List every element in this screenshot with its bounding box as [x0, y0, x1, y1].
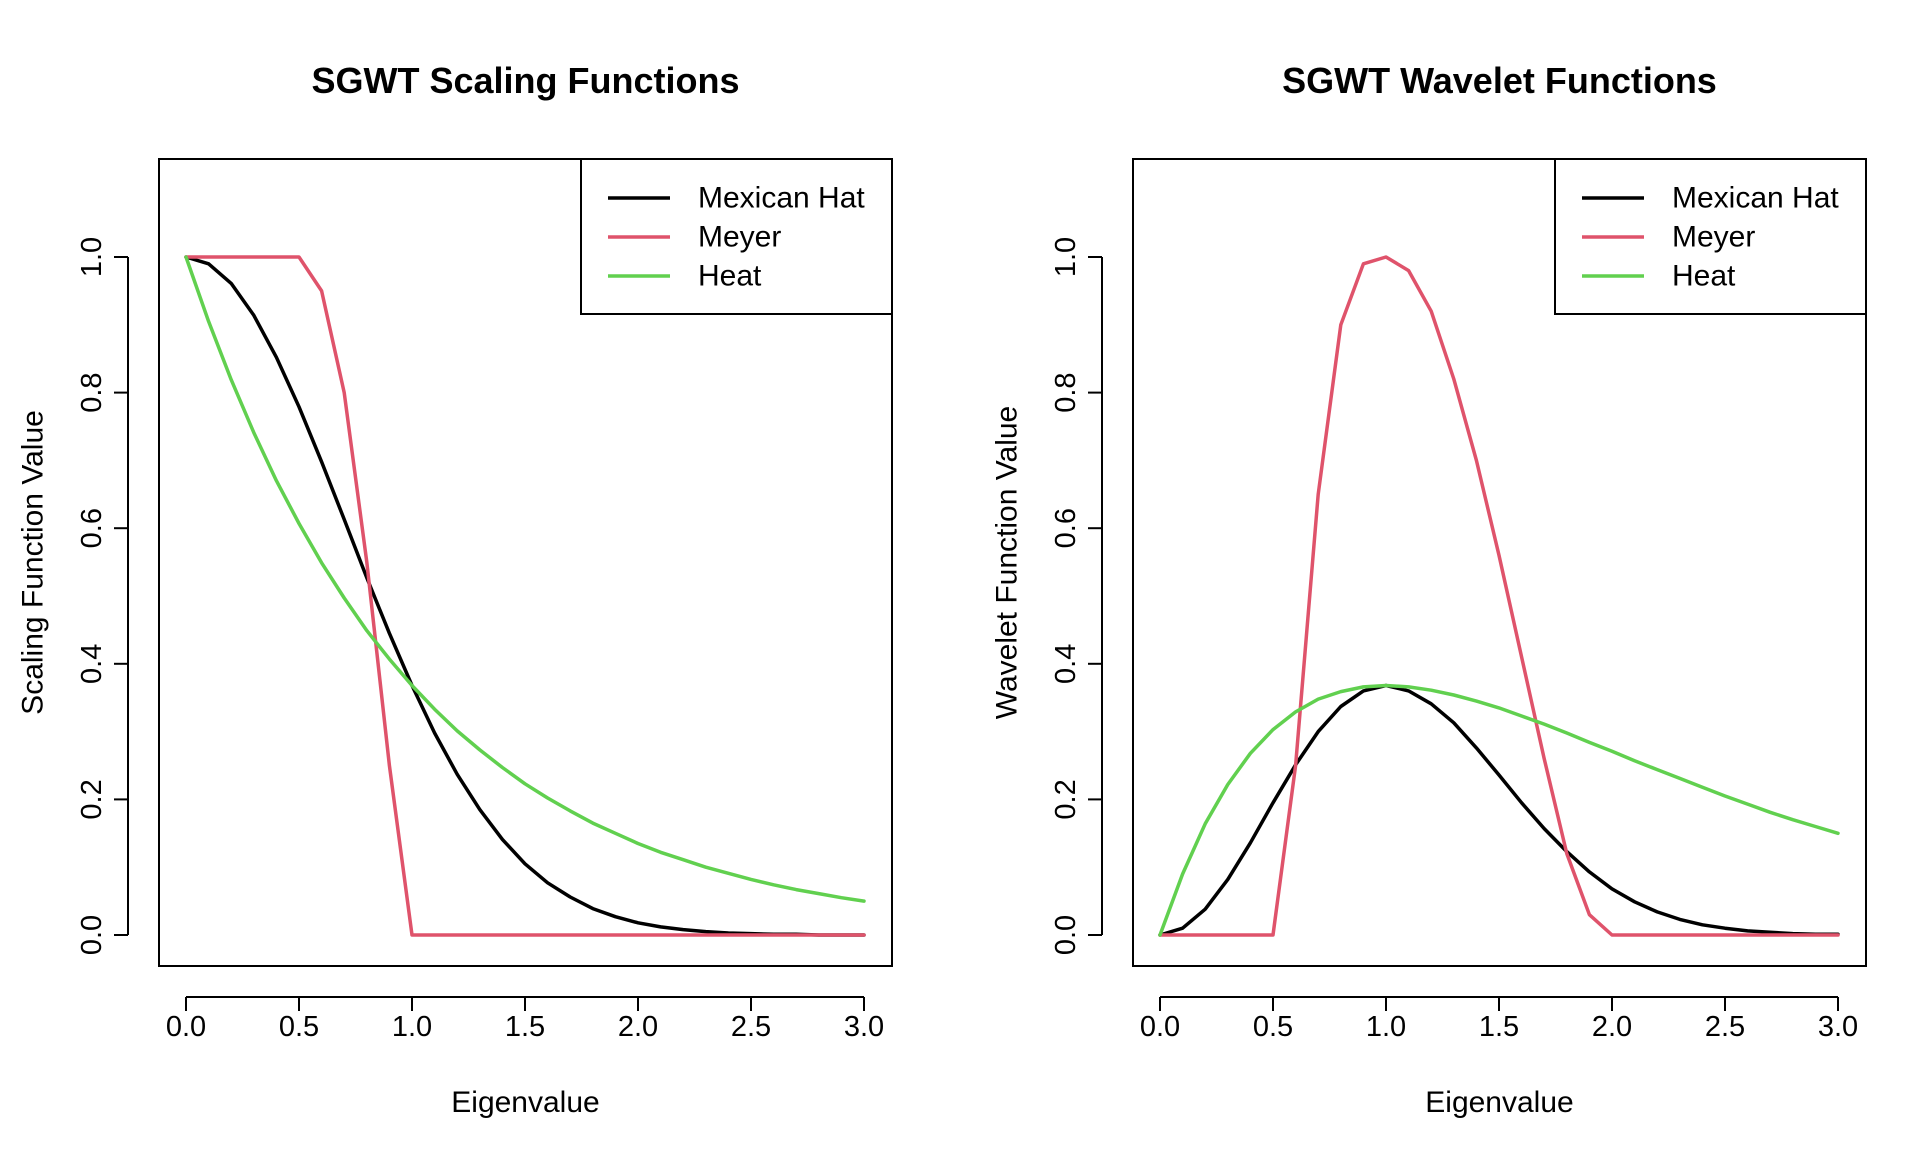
chart2-x-tick-label: 3.0 [1818, 1011, 1858, 1043]
chart1-y-tick-label: 0.2 [76, 779, 108, 819]
chart1-x-axis-label: Eigenvalue [451, 1086, 599, 1119]
chart2-y-tick-label: 0.8 [1050, 372, 1082, 412]
chart2-legend-label-meyer: Meyer [1672, 221, 1755, 254]
chart2-title: SGWT Wavelet Functions [1282, 60, 1717, 101]
chart2-legend-label-mexican-hat: Mexican Hat [1672, 182, 1839, 215]
chart2-y-tick-label: 0.0 [1050, 915, 1082, 955]
chart2-x-tick-label: 0.5 [1253, 1011, 1293, 1043]
chart1-y-tick-label: 1.0 [76, 237, 108, 277]
chart2-legend: Mexican Hat Meyer Heat [1554, 158, 1867, 315]
chart1-plot-frame [158, 158, 893, 967]
chart2-plot-frame [1132, 158, 1867, 967]
chart1-series-group [184, 255, 866, 937]
chart2-y-tick-label: 0.2 [1050, 779, 1082, 819]
chart1-panel: SGWT Scaling Functions 0.0 0.5 1.0 1.5 2.0 2.5… [17, 60, 893, 1119]
chart1-x-tick-label: 1.5 [505, 1011, 545, 1043]
chart1-x-tick-label: 3.0 [844, 1011, 884, 1043]
chart2-y-tick-label: 1.0 [1050, 237, 1082, 277]
chart2-x-tick-label: 1.5 [1479, 1011, 1519, 1043]
chart1-legend-label-heat: Heat [698, 260, 762, 293]
chart2-panel: SGWT Wavelet Functions 0.0 0.5 1.0 1.5 2.0 2.5… [991, 60, 1867, 1119]
chart1-x-tick-label: 1.0 [392, 1011, 432, 1043]
chart1-y-tick-label: 0.8 [76, 372, 108, 412]
chart2-y-tick-label: 0.6 [1050, 508, 1082, 548]
chart1-legend-label-mexican-hat: Mexican Hat [698, 182, 865, 215]
chart1-x-tick-label: 0.5 [279, 1011, 319, 1043]
chart2-y-tick-label: 0.4 [1050, 644, 1082, 684]
chart2-series-group [1158, 255, 1840, 937]
chart2-y-axis-label: Wavelet Function Value [991, 406, 1024, 720]
chart2-x-axis-label: Eigenvalue [1425, 1086, 1573, 1119]
chart2-x-tick-label: 2.0 [1592, 1011, 1632, 1043]
chart2-x-tick-label: 1.0 [1366, 1011, 1406, 1043]
chart2-legend-label-heat: Heat [1672, 260, 1736, 293]
chart1-x-tick-label: 2.0 [618, 1011, 658, 1043]
chart1-title: SGWT Scaling Functions [311, 60, 739, 101]
chart1-y-tick-label: 0.0 [76, 915, 108, 955]
chart1-series-line-meyer [184, 255, 866, 937]
chart1-y-tick-label: 0.6 [76, 508, 108, 548]
chart1-y-tick-label: 0.4 [76, 644, 108, 684]
chart2-x-tick-label: 0.0 [1140, 1011, 1180, 1043]
chart2-series-line-mexican-hat [1158, 683, 1840, 937]
chart2-series-line-heat [1158, 683, 1840, 937]
chart1-x-tick-label: 2.5 [731, 1011, 771, 1043]
chart1-legend-label-meyer: Meyer [698, 221, 781, 254]
chart2-series-line-meyer [1158, 255, 1840, 937]
chart1-x-tick-label: 0.0 [166, 1011, 206, 1043]
chart1-y-axis-label: Scaling Function Value [17, 410, 50, 715]
chart1-series-line-heat [184, 255, 866, 903]
chart1-series-line-mexican-hat [184, 255, 866, 937]
chart1-legend: Mexican Hat Meyer Heat [580, 158, 893, 315]
chart2-x-tick-label: 2.5 [1705, 1011, 1745, 1043]
